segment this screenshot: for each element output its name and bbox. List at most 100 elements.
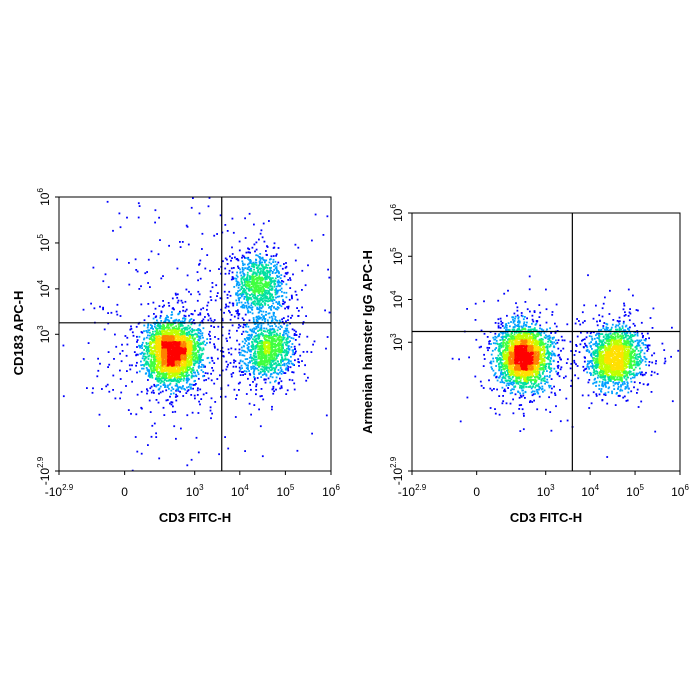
event-dot xyxy=(274,291,277,294)
event-dot xyxy=(271,325,273,327)
event-dot xyxy=(97,357,99,360)
event-dot xyxy=(297,175,299,177)
event-dot xyxy=(164,348,167,351)
event-dot xyxy=(187,348,190,350)
event-dot xyxy=(237,297,240,299)
event-dot xyxy=(281,280,283,282)
event-dot xyxy=(185,348,187,351)
event-dot xyxy=(261,357,264,360)
event-dot xyxy=(268,350,271,353)
event-dot xyxy=(264,261,266,264)
event-dot xyxy=(206,357,209,360)
event-dot xyxy=(181,339,184,342)
event-dot xyxy=(181,338,184,341)
event-dot xyxy=(272,353,275,355)
event-dot xyxy=(247,338,249,341)
event-dot xyxy=(262,398,265,401)
event-dot xyxy=(175,328,177,330)
event-dot xyxy=(285,283,288,286)
event-dot xyxy=(182,335,185,338)
event-dot xyxy=(271,277,274,279)
event-dot xyxy=(210,319,213,322)
event-dot xyxy=(243,305,246,307)
event-dot xyxy=(142,364,144,366)
event-dot xyxy=(97,369,100,372)
event-dot xyxy=(311,239,313,242)
event-dot xyxy=(240,279,243,281)
event-dot xyxy=(171,373,174,376)
event-dot xyxy=(249,269,251,272)
event-dot xyxy=(222,355,225,357)
event-dot xyxy=(199,356,202,359)
event-dot xyxy=(287,331,290,334)
event-dot xyxy=(386,225,388,227)
event-dot xyxy=(187,243,190,246)
event-dot xyxy=(260,294,263,297)
event-dot xyxy=(258,303,260,305)
event-dot xyxy=(261,374,264,376)
event-dot xyxy=(254,261,257,264)
event-dot xyxy=(251,328,254,331)
event-dot xyxy=(237,314,240,317)
event-dot xyxy=(273,306,275,308)
event-dot xyxy=(119,226,122,229)
event-dot xyxy=(136,361,138,364)
event-dot xyxy=(180,356,183,359)
event-dot xyxy=(240,364,243,367)
event-dot xyxy=(267,344,270,347)
event-dot xyxy=(240,274,243,277)
event-dot xyxy=(238,370,241,373)
event-dot xyxy=(148,334,151,337)
event-dot xyxy=(270,298,272,301)
event-dot xyxy=(265,263,268,266)
event-dot xyxy=(102,280,105,283)
event-dot xyxy=(147,315,150,318)
event-dot xyxy=(174,175,176,177)
event-dot xyxy=(261,298,263,300)
event-dot xyxy=(195,383,197,385)
event-dot xyxy=(272,350,274,353)
event-dot xyxy=(252,318,255,321)
event-dot xyxy=(288,360,290,363)
event-dot xyxy=(86,387,88,389)
event-dot xyxy=(239,293,242,295)
event-dot xyxy=(276,302,279,305)
event-dot xyxy=(155,399,158,401)
event-dot xyxy=(276,281,279,284)
event-dot xyxy=(154,353,156,356)
event-dot xyxy=(275,352,278,355)
event-dot xyxy=(267,366,270,369)
event-dot xyxy=(251,295,254,298)
event-dot xyxy=(177,324,180,326)
event-dot xyxy=(289,277,291,279)
event-dot xyxy=(184,310,187,313)
event-dot xyxy=(270,315,273,318)
event-dot xyxy=(239,368,242,371)
event-dot xyxy=(151,339,154,342)
event-dot xyxy=(179,345,181,348)
event-dot xyxy=(173,342,175,345)
event-dot xyxy=(177,332,180,335)
event-dot xyxy=(273,356,276,359)
event-dot xyxy=(196,341,198,343)
event-dot xyxy=(220,308,222,311)
event-dot xyxy=(258,366,260,368)
event-dot xyxy=(170,162,172,164)
event-dot xyxy=(276,344,278,347)
event-dot xyxy=(146,349,148,351)
event-dot xyxy=(235,398,237,400)
event-dot xyxy=(141,123,143,125)
event-dot xyxy=(137,202,140,205)
event-dot xyxy=(272,311,275,314)
event-dot xyxy=(153,385,156,387)
event-dot xyxy=(229,311,231,314)
event-dot xyxy=(192,366,195,369)
event-dot xyxy=(254,286,257,289)
event-dot xyxy=(263,357,266,360)
event-dot xyxy=(182,343,185,346)
event-dot xyxy=(272,280,275,283)
event-dot xyxy=(287,305,290,308)
event-dot xyxy=(288,362,291,365)
event-dot xyxy=(177,328,179,330)
event-dot xyxy=(249,353,252,356)
